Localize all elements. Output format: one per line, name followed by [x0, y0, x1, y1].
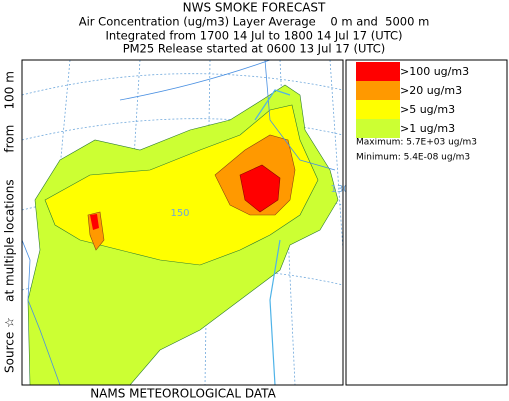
- minimum: Minimum: 5.4E-08 ug/m3: [356, 153, 470, 163]
- coastline: [22, 60, 336, 385]
- legend: Maximum: 5.7E+03 ug/m3 Minimum: 5.4E-08 …: [345, 59, 508, 386]
- contour-gt5: [44, 104, 319, 266]
- legend-label: >100 ug/m3: [400, 65, 469, 78]
- grid-label: 150: [170, 208, 189, 219]
- legend-swatch: [356, 100, 400, 119]
- side-label: Source ☆ at multiple locations from 100 …: [3, 71, 17, 373]
- map-content: [22, 60, 343, 385]
- legend-label: >20 ug/m3: [400, 84, 462, 97]
- contour-gt100: [239, 164, 281, 213]
- legend-swatch: [356, 81, 400, 100]
- subtitle: Air Concentration (ug/m3) Layer Average …: [79, 15, 430, 29]
- map: 130 150: [21, 59, 350, 386]
- map-frame: [21, 59, 344, 386]
- subtitle: PM25 Release started at 0600 13 Jul 17 (…: [123, 42, 386, 56]
- footer: NAMS METEOROLOGICAL DATA: [90, 387, 276, 401]
- maximum: Maximum: 5.7E+03 ug/m3: [356, 138, 477, 148]
- river: [254, 89, 291, 385]
- legend-label: >1 ug/m3: [400, 122, 455, 135]
- legend-swatch: [356, 62, 400, 81]
- grid-label: 130: [330, 184, 349, 195]
- subtitle: Integrated from 1700 14 Jul to 1800 14 J…: [105, 29, 402, 43]
- contour-gt100: [90, 214, 99, 230]
- legend-swatch: [356, 119, 400, 138]
- legend-label: >5 ug/m3: [400, 103, 455, 116]
- title: NWS SMOKE FORECAST: [183, 1, 326, 15]
